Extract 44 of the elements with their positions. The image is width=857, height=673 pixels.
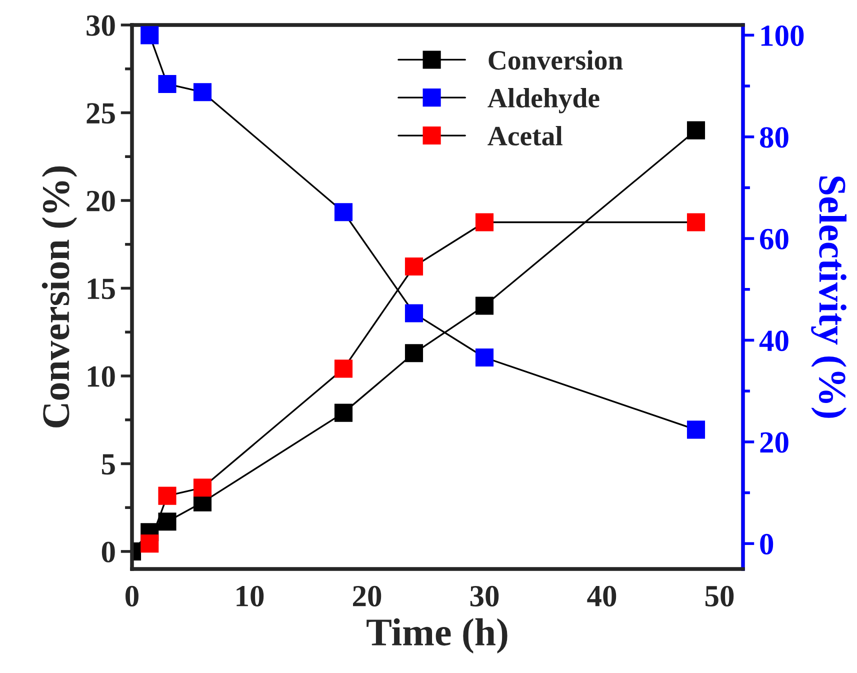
y-tick-label: 20 (86, 190, 115, 212)
y2-tick-label: 0 (760, 534, 774, 554)
y-tick-label: 5 (102, 454, 115, 475)
point (475, 213, 494, 232)
y2-tick-label: 40 (759, 330, 788, 352)
point (475, 348, 494, 367)
y-tick-label: 0 (102, 542, 115, 562)
x-tick-label: 20 (353, 586, 382, 606)
y-tick-label: 10 (88, 366, 115, 387)
point (686, 213, 706, 232)
y2-tick-label: 100 (761, 25, 804, 46)
x-tick-label: 30 (470, 586, 499, 606)
point (334, 203, 353, 222)
point (686, 420, 706, 439)
y2-tick-label: 60 (760, 228, 788, 250)
x-tick-label: 0 (126, 586, 138, 606)
point (158, 74, 176, 94)
point (475, 296, 494, 315)
x-axis-title: Time (h) (366, 618, 508, 654)
point (334, 404, 353, 422)
point (193, 83, 212, 102)
legend-label: Acetal (488, 126, 562, 146)
point (193, 478, 212, 497)
legend-label: Aldehyde (488, 88, 600, 114)
y2-tick-label: 20 (760, 432, 788, 453)
point (158, 486, 176, 505)
point (334, 360, 353, 378)
legend-label: Conversion (488, 50, 623, 70)
point (404, 304, 424, 322)
point (140, 534, 159, 553)
point (686, 121, 706, 140)
x-tick-label: 40 (587, 586, 616, 606)
y-tick-label: 15 (88, 278, 115, 300)
point (158, 512, 176, 531)
x-tick-label: 10 (236, 586, 264, 606)
y-tick-label: 25 (86, 103, 115, 124)
point (404, 257, 424, 276)
y2-tick-label: 80 (760, 127, 788, 148)
y-axis-title: Conversion (%) (42, 166, 78, 428)
point (140, 26, 159, 44)
point (404, 344, 424, 362)
x-tick-label: 50 (705, 586, 734, 606)
y-tick-label: 30 (86, 15, 115, 36)
y2-axis-title: Selectivity (%) (811, 176, 846, 418)
